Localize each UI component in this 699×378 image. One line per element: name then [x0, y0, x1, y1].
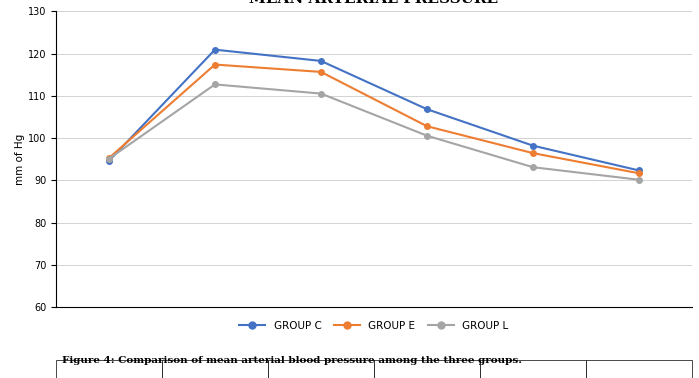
Text: Figure 4: Comparison of mean arterial blood pressure among the three groups.: Figure 4: Comparison of mean arterial bl…: [62, 356, 522, 366]
Y-axis label: mm of Hg: mm of Hg: [15, 133, 25, 185]
Legend: GROUP C, GROUP E, GROUP L: GROUP C, GROUP E, GROUP L: [235, 317, 513, 335]
Title: MEAN ARTERIAL PRESSURE: MEAN ARTERIAL PRESSURE: [250, 0, 498, 6]
